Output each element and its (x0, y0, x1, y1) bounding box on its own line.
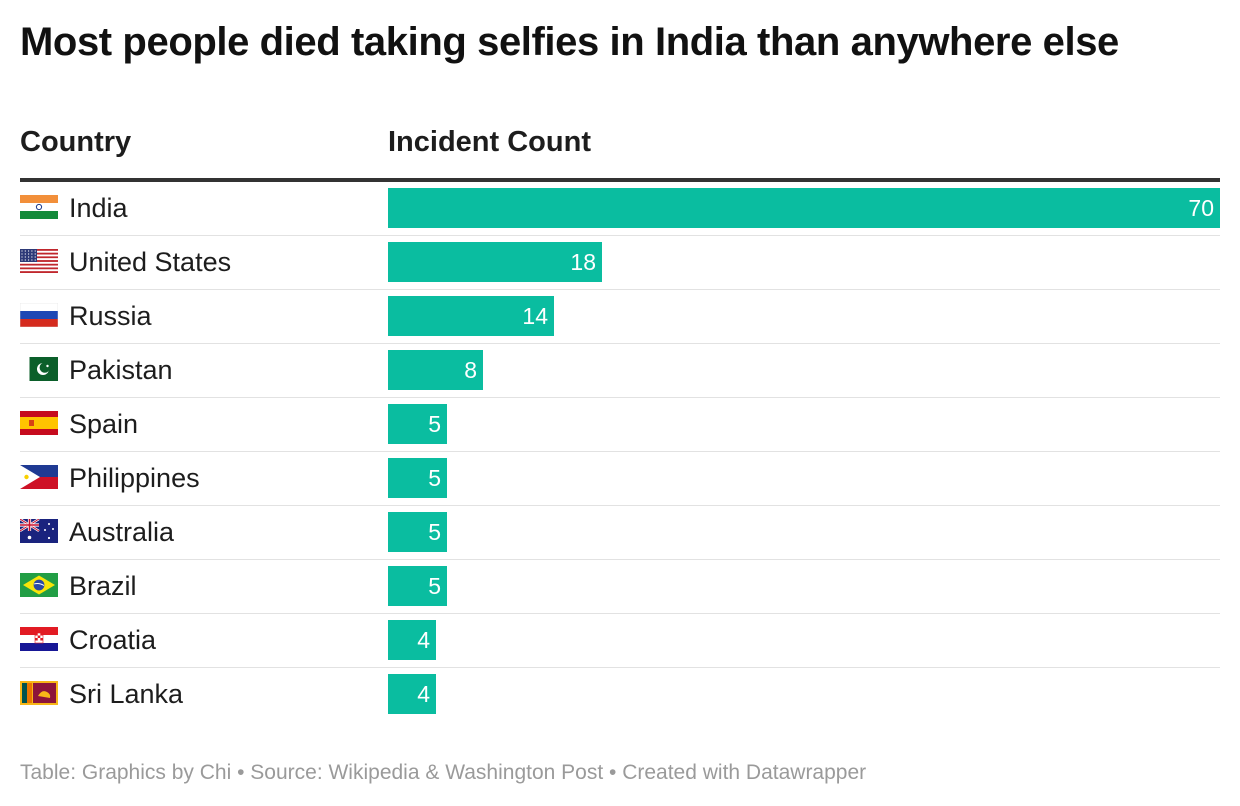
bar-value-label: 5 (428, 411, 441, 437)
bar-australia (388, 512, 447, 552)
croatia-flag-icon (20, 627, 58, 651)
bar-value-label: 4 (417, 681, 430, 707)
bar-value-label: 5 (428, 465, 441, 491)
table-row-spain: Spain 5 (20, 398, 1220, 452)
brazil-flag-icon (20, 573, 58, 597)
bar-india (388, 188, 1220, 228)
usa-flag-icon (20, 249, 58, 273)
bar-brazil (388, 566, 447, 606)
table-row-australia: Australia 5 (20, 506, 1220, 560)
country-label: Philippines (69, 463, 200, 493)
bar-value-label: 14 (522, 303, 548, 329)
column-header-incident-count: Incident Count (388, 126, 591, 158)
country-label: Croatia (69, 625, 157, 655)
spain-flag-icon (20, 411, 58, 435)
bar-spain (388, 404, 447, 444)
bar-russia (388, 296, 554, 336)
country-label: United States (69, 247, 232, 277)
table-row-russia: Russia 14 (20, 290, 1220, 344)
bar-united-states (388, 242, 602, 282)
bar-value-label: 5 (428, 573, 441, 599)
bar-value-label: 70 (1188, 195, 1214, 221)
column-header-country: Country (20, 126, 132, 158)
table-row-united-states: United States 18 (20, 236, 1220, 290)
table-row-philippines: Philippines 5 (20, 452, 1220, 506)
table-row-croatia: Croatia 4 (20, 614, 1220, 668)
chart-footer: Table: Graphics by Chi • Source: Wikiped… (20, 761, 867, 784)
country-label: Brazil (69, 571, 137, 601)
table-row-pakistan: Pakistan 8 (20, 344, 1220, 398)
bar-value-label: 8 (464, 357, 477, 383)
philippines-flag-icon (20, 465, 58, 489)
country-label: Australia (69, 517, 175, 547)
bar-value-label: 4 (417, 627, 430, 653)
chart-title: Most people died taking selfies in India… (20, 20, 1119, 64)
pakistan-flag-icon (20, 357, 58, 381)
country-label: Pakistan (69, 355, 173, 385)
table-body: India 70 United States 18 Russia 14 Pakistan 8 S… (20, 182, 1220, 722)
bar-value-label: 18 (570, 249, 596, 275)
india-flag-icon (20, 195, 58, 219)
australia-flag-icon (20, 519, 58, 543)
country-label: India (69, 193, 128, 223)
russia-flag-icon (20, 303, 58, 327)
country-label: Russia (69, 301, 152, 331)
country-label: Spain (69, 409, 139, 439)
bar-value-label: 5 (428, 519, 441, 545)
bar-pakistan (388, 350, 483, 390)
header-divider (20, 178, 1220, 182)
country-label: Sri Lanka (69, 679, 184, 709)
table-row-brazil: Brazil 5 (20, 560, 1220, 614)
bar-sri-lanka (388, 674, 436, 714)
bar-croatia (388, 620, 436, 660)
sri-lanka-flag-icon (20, 681, 58, 705)
table-row-sri-lanka: Sri Lanka 4 (20, 668, 1220, 722)
bar-philippines (388, 458, 447, 498)
table-row-india: India 70 (20, 182, 1220, 236)
